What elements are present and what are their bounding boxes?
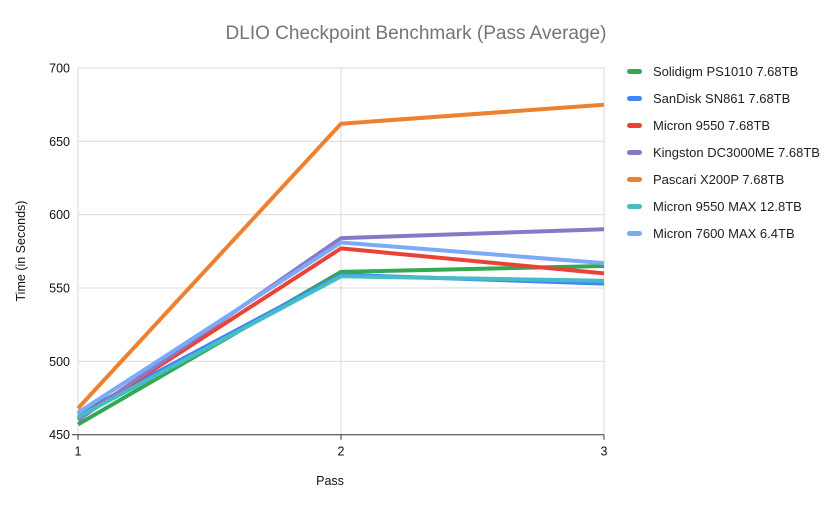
y-tick-label: 600 [49,208,70,222]
legend-item-6: Micron 9550 MAX 12.8TB [627,193,820,220]
chart-title: DLIO Checkpoint Benchmark (Pass Average) [225,23,607,44]
legend-label: Kingston DC3000ME 7.68TB [653,145,820,160]
x-tick-label: 3 [601,445,608,459]
y-tick-label: 450 [49,428,70,442]
legend-item-2: SanDisk SN861 7.68TB [627,85,820,112]
legend-swatch-icon [627,96,642,101]
series-line-5 [76,102,605,410]
series-line-7 [76,240,605,415]
y-tick-label: 500 [49,355,70,369]
legend-item-7: Micron 7600 MAX 6.4TB [627,220,820,247]
legend: Solidigm PS1010 7.68TB SanDisk SN861 7.68… [627,58,820,247]
legend-item-1: Solidigm PS1010 7.68TB [627,58,820,85]
legend-swatch-icon [627,204,642,209]
legend-label: Pascari X200P 7.68TB [653,172,785,187]
y-tick-label: 550 [49,282,70,296]
y-tick-label: 700 [49,62,70,76]
y-tick-label: 650 [49,135,70,149]
series-line-6 [77,274,605,419]
y-axis-title: Time (in Seconds) [14,200,28,302]
legend-label: SanDisk SN861 7.68TB [653,91,791,106]
legend-item-5: Pascari X200P 7.68TB [627,166,820,193]
series-line-3 [76,246,605,421]
legend-item-3: Micron 9550 7.68TB [627,112,820,139]
series-line-4 [76,227,605,422]
legend-label: Micron 9550 7.68TB [653,118,771,133]
legend-label: Micron 9550 MAX 12.8TB [653,199,802,214]
x-tick-label: 1 [75,445,82,459]
legend-item-4: Kingston DC3000ME 7.68TB [627,139,820,166]
legend-label: Micron 7600 MAX 6.4TB [653,226,795,241]
legend-swatch-icon [627,231,642,236]
legend-swatch-icon [627,177,642,182]
x-tick-label: 2 [338,445,345,459]
x-axis-title: Pass [316,474,344,488]
legend-label: Solidigm PS1010 7.68TB [653,64,799,79]
legend-swatch-icon [627,69,642,74]
legend-swatch-icon [627,123,642,128]
legend-swatch-icon [627,150,642,155]
series-line-1 [76,264,605,427]
